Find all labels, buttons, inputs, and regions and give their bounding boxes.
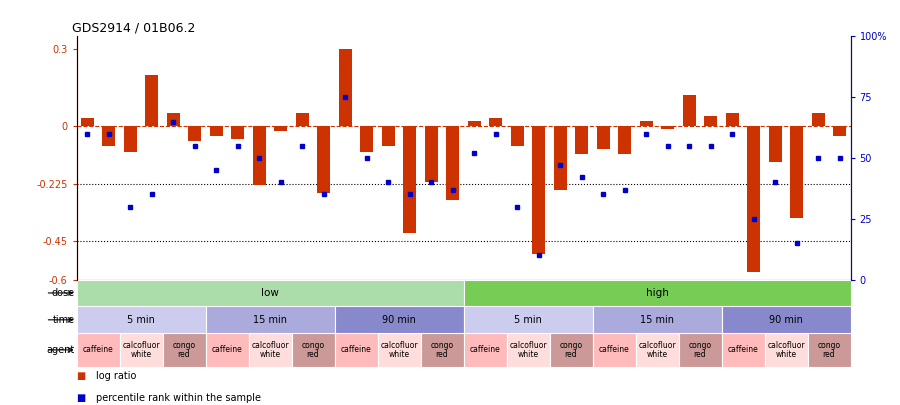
Text: caffeine: caffeine bbox=[598, 345, 629, 354]
Bar bbox=[705, 116, 717, 126]
Bar bbox=[248, 333, 292, 367]
Bar bbox=[403, 126, 416, 233]
Text: caffeine: caffeine bbox=[340, 345, 372, 354]
Bar bbox=[382, 126, 395, 147]
Bar bbox=[335, 333, 377, 367]
Bar bbox=[807, 333, 850, 367]
Bar bbox=[464, 333, 507, 367]
Bar bbox=[124, 126, 137, 151]
Bar bbox=[360, 126, 373, 151]
Text: agent: agent bbox=[47, 345, 75, 355]
Text: ■: ■ bbox=[76, 393, 86, 403]
Bar bbox=[833, 126, 846, 136]
Text: congo
red: congo red bbox=[173, 341, 195, 359]
Bar bbox=[377, 333, 420, 367]
Bar bbox=[683, 95, 696, 126]
Bar bbox=[76, 279, 464, 307]
Text: calcofluor
white: calcofluor white bbox=[767, 341, 805, 359]
Text: 5 min: 5 min bbox=[127, 315, 155, 325]
Bar bbox=[446, 126, 459, 200]
Text: 90 min: 90 min bbox=[382, 315, 416, 325]
Bar bbox=[812, 113, 824, 126]
Bar bbox=[103, 126, 115, 147]
Bar bbox=[640, 121, 652, 126]
Text: 15 min: 15 min bbox=[640, 315, 674, 325]
Text: 90 min: 90 min bbox=[770, 315, 803, 325]
Bar bbox=[464, 279, 850, 307]
Text: 15 min: 15 min bbox=[253, 315, 287, 325]
Text: calcofluor
white: calcofluor white bbox=[509, 341, 547, 359]
Bar bbox=[597, 126, 609, 149]
Bar bbox=[335, 307, 464, 333]
Bar bbox=[145, 75, 158, 126]
Bar bbox=[425, 126, 437, 182]
Bar bbox=[618, 126, 631, 154]
Bar bbox=[532, 126, 545, 254]
Text: time: time bbox=[53, 315, 75, 325]
Text: caffeine: caffeine bbox=[727, 345, 759, 354]
Bar bbox=[464, 307, 592, 333]
Bar bbox=[490, 118, 502, 126]
Text: low: low bbox=[261, 288, 279, 298]
Text: calcofluor
white: calcofluor white bbox=[380, 341, 418, 359]
Text: percentile rank within the sample: percentile rank within the sample bbox=[96, 393, 261, 403]
Bar bbox=[210, 126, 222, 136]
Bar bbox=[592, 307, 722, 333]
Bar bbox=[253, 126, 266, 185]
Bar bbox=[511, 126, 524, 147]
Bar bbox=[296, 113, 309, 126]
Text: ■: ■ bbox=[76, 371, 86, 381]
Text: caffeine: caffeine bbox=[470, 345, 500, 354]
Bar bbox=[592, 333, 635, 367]
Bar bbox=[722, 307, 850, 333]
Bar bbox=[188, 126, 202, 141]
Bar bbox=[769, 126, 782, 162]
Bar bbox=[420, 333, 464, 367]
Bar bbox=[468, 121, 481, 126]
Text: calcofluor
white: calcofluor white bbox=[638, 341, 676, 359]
Bar bbox=[722, 333, 764, 367]
Text: 5 min: 5 min bbox=[514, 315, 542, 325]
Bar bbox=[292, 333, 335, 367]
Text: calcofluor
white: calcofluor white bbox=[122, 341, 160, 359]
Bar bbox=[550, 333, 592, 367]
Bar bbox=[790, 126, 803, 218]
Bar bbox=[662, 126, 674, 128]
Text: congo
red: congo red bbox=[817, 341, 841, 359]
Text: log ratio: log ratio bbox=[96, 371, 137, 381]
Text: calcofluor
white: calcofluor white bbox=[251, 341, 289, 359]
Bar bbox=[163, 333, 205, 367]
Bar bbox=[679, 333, 722, 367]
Bar bbox=[231, 126, 244, 139]
Text: congo
red: congo red bbox=[560, 341, 582, 359]
Bar bbox=[81, 118, 94, 126]
Bar bbox=[575, 126, 589, 154]
Bar bbox=[120, 333, 163, 367]
Text: caffeine: caffeine bbox=[83, 345, 113, 354]
Bar bbox=[205, 307, 335, 333]
Bar bbox=[725, 113, 739, 126]
Text: high: high bbox=[645, 288, 669, 298]
Text: congo
red: congo red bbox=[688, 341, 712, 359]
Bar bbox=[747, 126, 760, 272]
Bar bbox=[318, 126, 330, 192]
Bar bbox=[205, 333, 248, 367]
Bar bbox=[166, 113, 180, 126]
Bar bbox=[274, 126, 287, 131]
Bar bbox=[554, 126, 567, 190]
Text: congo
red: congo red bbox=[430, 341, 454, 359]
Bar bbox=[76, 333, 120, 367]
Bar bbox=[507, 333, 550, 367]
Bar bbox=[76, 307, 205, 333]
Bar bbox=[338, 49, 352, 126]
Text: congo
red: congo red bbox=[302, 341, 325, 359]
Bar bbox=[635, 333, 679, 367]
Text: dose: dose bbox=[52, 288, 75, 298]
Text: GDS2914 / 01B06.2: GDS2914 / 01B06.2 bbox=[72, 21, 195, 34]
Text: caffeine: caffeine bbox=[212, 345, 242, 354]
Bar bbox=[764, 333, 807, 367]
